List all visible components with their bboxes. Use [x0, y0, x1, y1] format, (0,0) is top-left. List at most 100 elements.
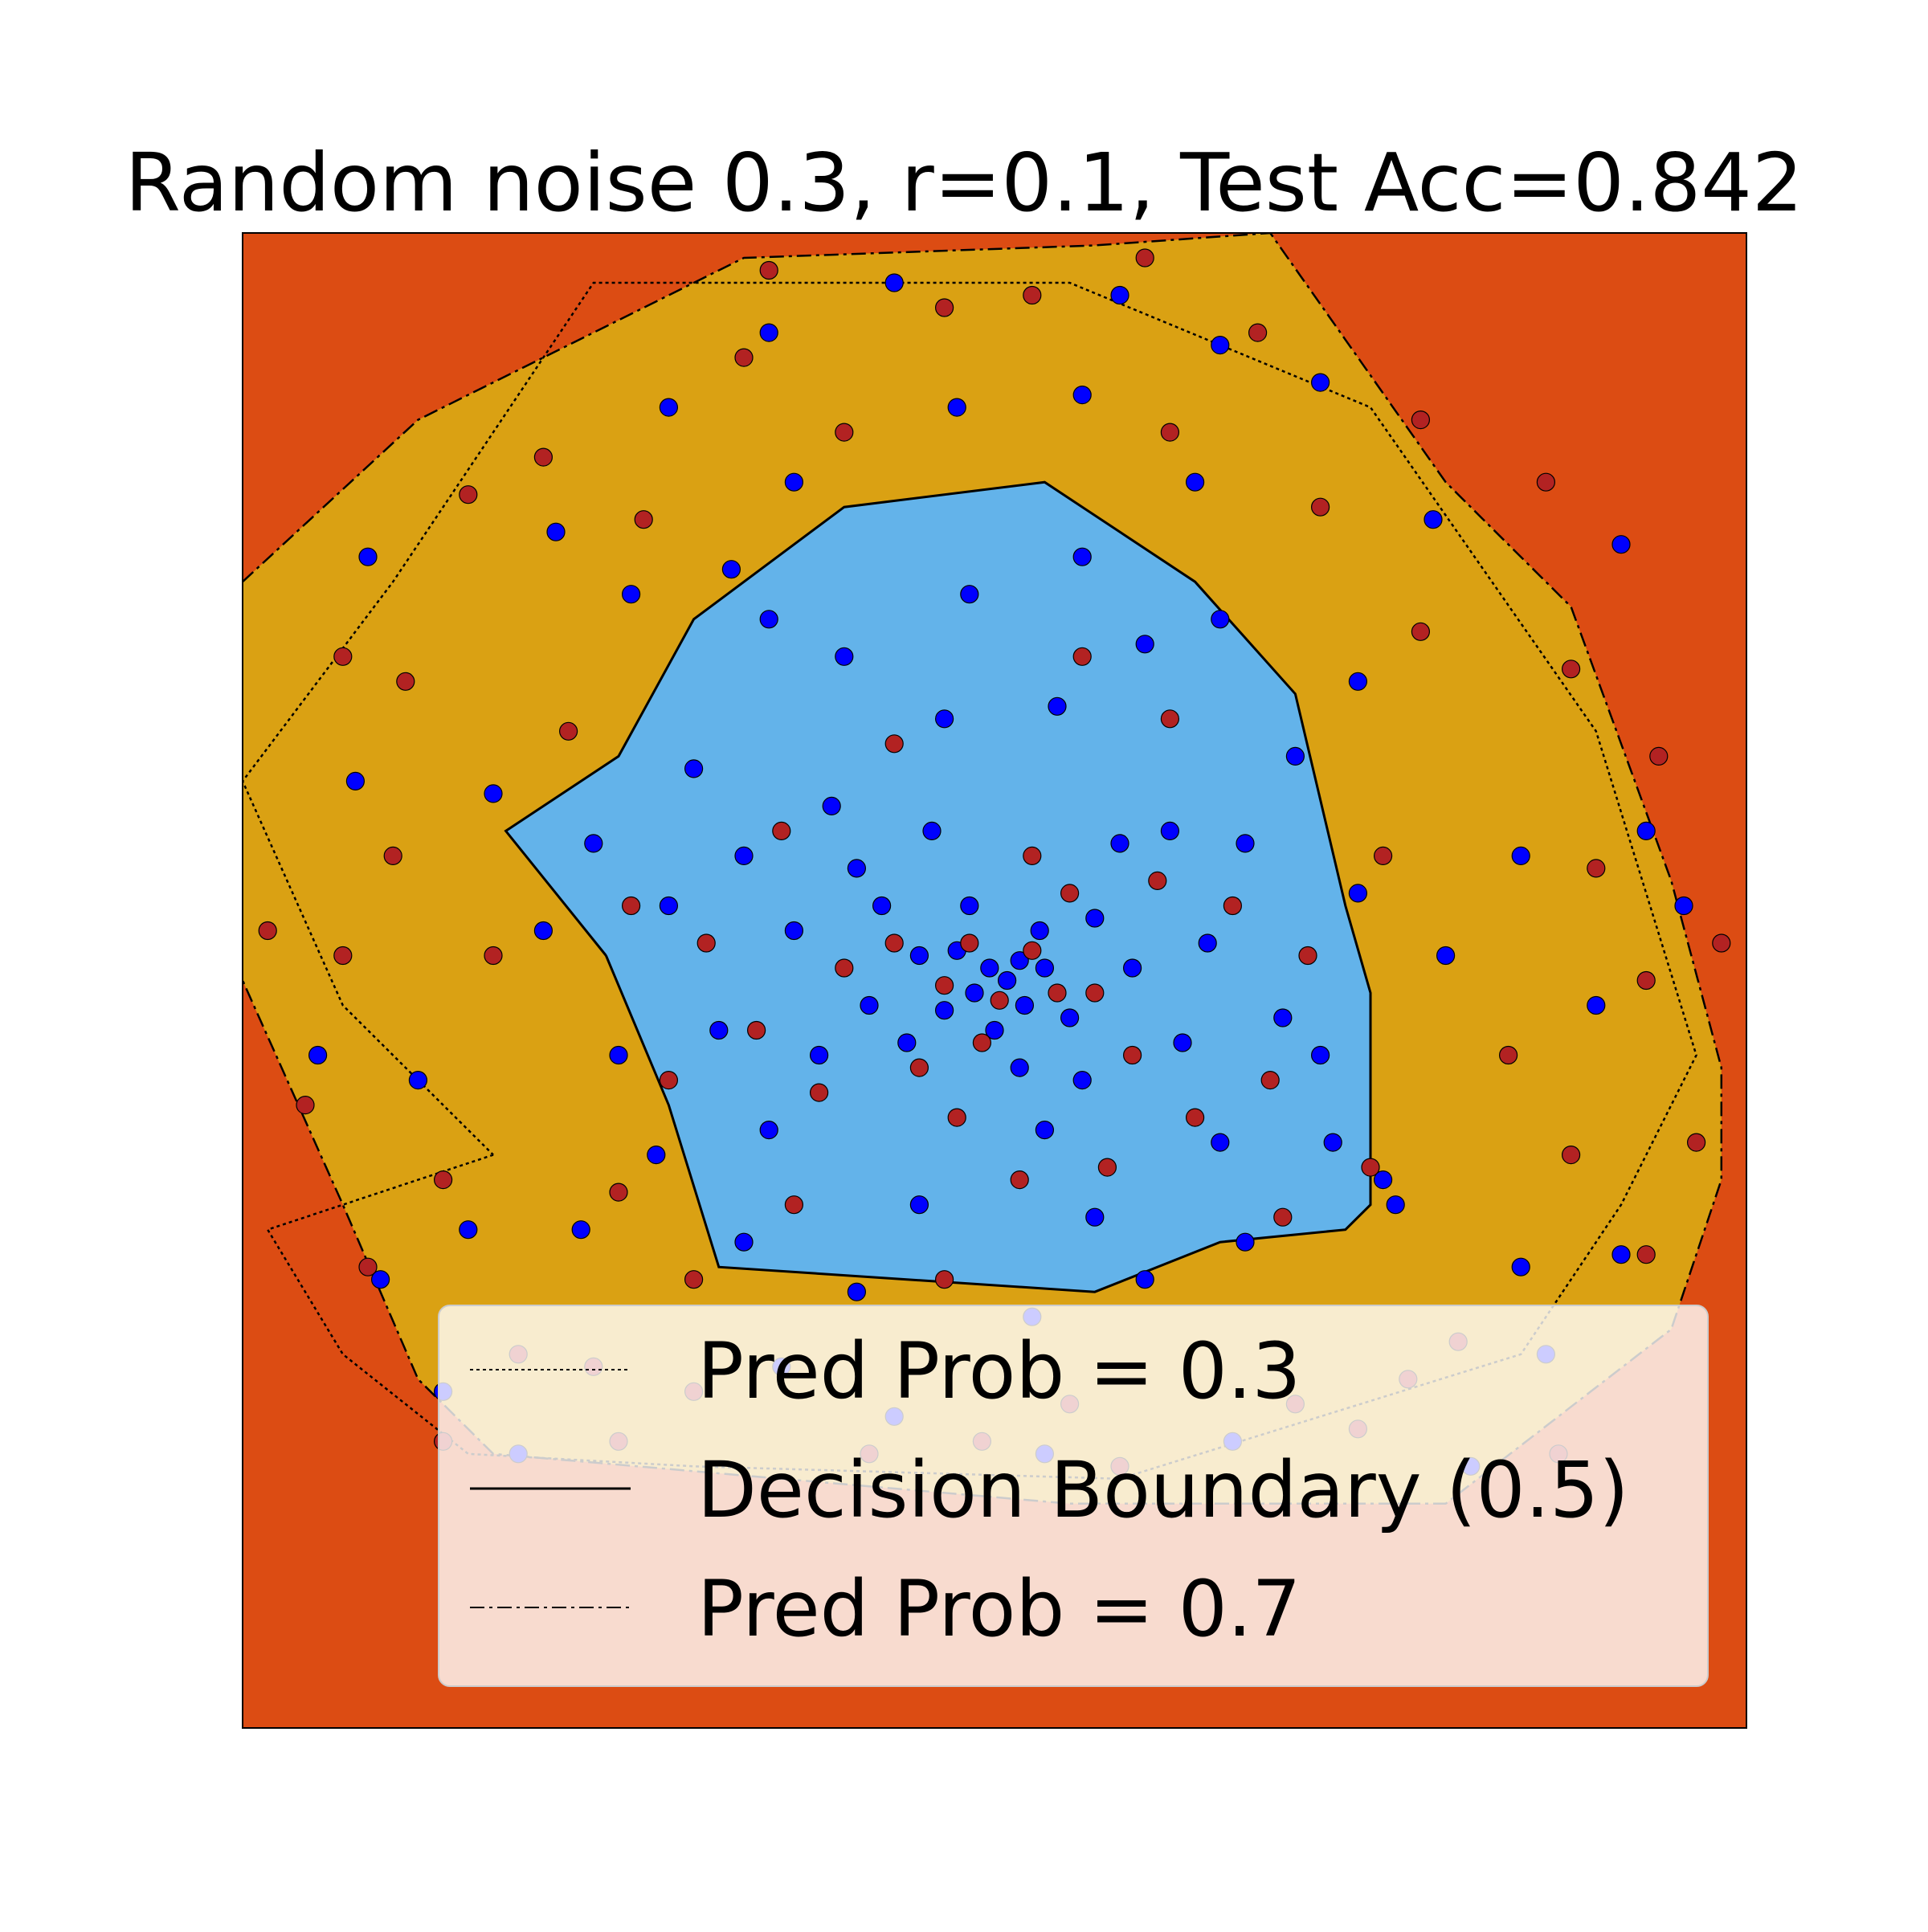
scatter-point-series1-57 — [934, 298, 954, 317]
scatter-point-series1-32 — [1373, 846, 1393, 866]
scatter-point-series1-40 — [1498, 1045, 1518, 1065]
region-high-prob — [505, 482, 1370, 1293]
scatter-point-series0-54 — [847, 1282, 867, 1301]
scatter-point-series1-54 — [1248, 323, 1268, 342]
contour-solid-1 — [504, 480, 1372, 1293]
scatter-point-series0-22 — [922, 821, 942, 841]
scatter-point-series0-35 — [1085, 1207, 1105, 1227]
scatter-point-series0-73 — [1511, 846, 1530, 866]
scatter-point-series1-13 — [947, 1108, 966, 1127]
scatter-point-series1-46 — [1160, 423, 1180, 442]
scatter-point-series1-55 — [358, 1257, 378, 1276]
scatter-point-series0-75 — [1424, 510, 1443, 529]
legend: Pred Prob = 0.3 Decision Boundary (0.5) … — [438, 1305, 1709, 1687]
scatter-points — [258, 248, 1731, 1476]
scatter-point-series1-14 — [1148, 871, 1167, 891]
scatter-point-series1-23 — [696, 933, 716, 953]
scatter-point-series1-30 — [1072, 647, 1092, 666]
scatter-point-series0-33 — [1236, 834, 1255, 853]
scatter-point-series0-27 — [1160, 821, 1180, 841]
scatter-point-series1-38 — [1411, 622, 1431, 641]
scatter-point-series1-3 — [934, 976, 954, 995]
scatter-point-series0-11 — [1060, 1008, 1080, 1027]
scatter-point-series0-20 — [847, 859, 867, 878]
scatter-point-series1-60 — [1649, 746, 1669, 766]
scatter-point-series0-57 — [1373, 1170, 1393, 1190]
scatter-point-series1-41 — [634, 510, 653, 529]
scatter-point-series1-51 — [333, 946, 353, 966]
scatter-point-series0-53 — [1211, 610, 1230, 629]
scatter-point-series1-58 — [1023, 285, 1042, 305]
scatter-point-series0-64 — [621, 585, 641, 604]
scatter-point-series1-10 — [1122, 1045, 1142, 1065]
scatter-point-series1-17 — [1185, 1108, 1205, 1127]
scatter-point-series0-21 — [1110, 834, 1129, 853]
scatter-point-series0-9 — [1030, 921, 1049, 941]
scatter-point-series0-87 — [1211, 336, 1230, 355]
scatter-point-series1-53 — [734, 348, 754, 367]
scatter-point-series1-34 — [1273, 1207, 1293, 1227]
scatter-point-series0-77 — [1072, 386, 1092, 405]
scatter-point-series1-18 — [1010, 1170, 1029, 1190]
axes-frame — [242, 232, 1747, 1729]
scatter-point-series0-30 — [759, 1120, 778, 1140]
scatter-point-series0-66 — [533, 921, 553, 941]
scatter-point-series1-24 — [1260, 1070, 1280, 1090]
scatter-point-series0-67 — [1436, 946, 1456, 966]
scatter-point-series1-62 — [1411, 410, 1431, 430]
scatter-point-series1-26 — [1160, 709, 1180, 729]
scatter-point-series1-28 — [1298, 946, 1317, 966]
scatter-point-series1-35 — [609, 1182, 628, 1202]
scatter-point-series0-6 — [1035, 958, 1055, 978]
scatter-point-series1-72 — [1536, 472, 1556, 492]
scatter-point-series0-93 — [1674, 896, 1693, 916]
scatter-point-series0-91 — [1110, 285, 1129, 305]
scatter-point-series0-84 — [371, 1270, 390, 1289]
scatter-point-series1-48 — [1561, 660, 1581, 679]
scatter-point-series1-63 — [296, 1095, 315, 1115]
scatter-point-series0-65 — [1348, 672, 1368, 691]
scatter-point-series0-58 — [960, 585, 979, 604]
scatter-point-series0-23 — [1035, 1120, 1055, 1140]
scatter-point-series1-36 — [1361, 1158, 1380, 1177]
scatter-point-series0-38 — [934, 709, 954, 729]
scatter-point-series0-25 — [1173, 1033, 1192, 1052]
scatter-point-series1-37 — [558, 721, 578, 741]
scatter-point-series0-50 — [609, 1045, 628, 1065]
scatter-point-series1-4 — [1048, 983, 1067, 1003]
scatter-point-series1-56 — [1636, 1245, 1656, 1264]
scatter-point-series0-1 — [997, 970, 1017, 991]
scatter-point-series0-69 — [1185, 472, 1205, 492]
scatter-point-series1-64 — [1687, 1133, 1706, 1152]
scatter-point-series0-85 — [1611, 1245, 1631, 1264]
scatter-point-series0-61 — [1072, 547, 1092, 566]
scatter-point-series1-74 — [1135, 248, 1154, 268]
scatter-point-series1-25 — [784, 1195, 804, 1215]
scatter-point-series1-78 — [1712, 933, 1731, 953]
scatter-point-series0-40 — [684, 759, 704, 778]
scatter-point-series1-42 — [1310, 497, 1330, 517]
scatter-point-series1-16 — [772, 821, 791, 841]
scatter-point-series1-9 — [909, 1058, 929, 1077]
scatter-point-series1-7 — [884, 933, 904, 953]
legend-label-0: Pred Prob = 0.3 — [697, 1326, 1301, 1416]
scatter-point-series0-8 — [985, 1020, 1004, 1040]
scatter-point-series1-44 — [1561, 1145, 1581, 1165]
scatter-point-series1-52 — [1636, 970, 1656, 991]
scatter-point-series0-70 — [459, 1220, 478, 1240]
scatter-point-series1-29 — [934, 1270, 954, 1289]
scatter-point-series1-47 — [396, 672, 415, 691]
scatter-point-series0-43 — [1236, 1232, 1255, 1252]
scatter-point-series0-42 — [734, 1232, 754, 1252]
legend-label-2: Pred Prob = 0.7 — [697, 1564, 1301, 1654]
scatter-point-series0-16 — [872, 896, 892, 916]
scatter-point-series1-12 — [1023, 846, 1042, 866]
legend-box — [438, 1305, 1709, 1687]
scatter-point-series1-5 — [972, 1033, 992, 1052]
scatter-point-series1-22 — [1097, 1158, 1117, 1177]
scatter-point-series1-15 — [809, 1083, 829, 1102]
scatter-point-series0-0 — [980, 958, 999, 978]
scatter-point-series0-86 — [759, 323, 778, 342]
